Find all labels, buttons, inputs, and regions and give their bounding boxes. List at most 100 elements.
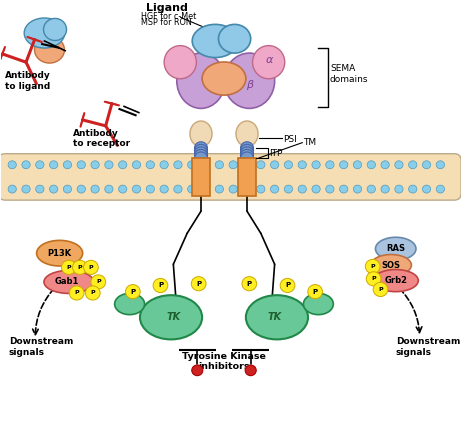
Text: RAS: RAS: [386, 244, 405, 253]
Circle shape: [366, 272, 381, 286]
Text: P: P: [66, 265, 71, 270]
Circle shape: [64, 185, 72, 193]
Text: ITP: ITP: [269, 149, 283, 158]
Text: SOS: SOS: [382, 261, 401, 270]
Circle shape: [146, 161, 155, 169]
Circle shape: [91, 185, 99, 193]
Circle shape: [257, 161, 265, 169]
Circle shape: [118, 161, 127, 169]
Circle shape: [367, 185, 375, 193]
Text: Downstream
signals: Downstream signals: [396, 337, 460, 357]
Circle shape: [242, 277, 257, 291]
Circle shape: [241, 147, 254, 159]
Circle shape: [308, 285, 322, 299]
Circle shape: [436, 161, 445, 169]
Circle shape: [241, 144, 254, 157]
Ellipse shape: [253, 46, 285, 79]
Text: P: P: [312, 289, 318, 295]
Text: P: P: [130, 289, 136, 295]
Ellipse shape: [219, 24, 251, 53]
Circle shape: [188, 161, 196, 169]
Circle shape: [118, 185, 127, 193]
Circle shape: [132, 161, 141, 169]
Text: TK: TK: [267, 312, 282, 322]
Circle shape: [280, 278, 295, 293]
Circle shape: [85, 286, 100, 300]
Ellipse shape: [44, 18, 66, 40]
Circle shape: [215, 161, 224, 169]
Circle shape: [62, 260, 76, 274]
Text: PSI: PSI: [283, 135, 297, 144]
Text: P: P: [89, 265, 93, 270]
Circle shape: [436, 185, 445, 193]
Ellipse shape: [177, 53, 225, 108]
Text: P: P: [378, 287, 383, 292]
Circle shape: [77, 185, 85, 193]
Circle shape: [271, 161, 279, 169]
Circle shape: [36, 185, 44, 193]
Circle shape: [271, 185, 279, 193]
Circle shape: [243, 161, 251, 169]
Circle shape: [105, 185, 113, 193]
Circle shape: [326, 161, 334, 169]
Circle shape: [284, 161, 292, 169]
Circle shape: [312, 185, 320, 193]
Circle shape: [395, 185, 403, 193]
Circle shape: [243, 185, 251, 193]
Circle shape: [381, 161, 389, 169]
Circle shape: [339, 161, 348, 169]
Circle shape: [409, 185, 417, 193]
Circle shape: [83, 260, 98, 274]
Circle shape: [245, 365, 256, 376]
Circle shape: [73, 260, 87, 274]
Circle shape: [395, 161, 403, 169]
Circle shape: [105, 161, 113, 169]
Bar: [238, 158, 256, 196]
Circle shape: [367, 161, 375, 169]
Text: Tyrosine Kinase
inhibitors: Tyrosine Kinase inhibitors: [182, 352, 266, 371]
Circle shape: [160, 185, 168, 193]
Circle shape: [192, 365, 203, 376]
Ellipse shape: [35, 36, 64, 63]
Circle shape: [194, 147, 208, 159]
Ellipse shape: [375, 237, 416, 260]
Circle shape: [353, 161, 362, 169]
Circle shape: [241, 149, 254, 162]
Text: P: P: [74, 290, 79, 295]
Circle shape: [353, 185, 362, 193]
Bar: [192, 158, 210, 196]
Circle shape: [339, 185, 348, 193]
Circle shape: [69, 286, 84, 300]
Ellipse shape: [246, 295, 308, 339]
Circle shape: [201, 161, 210, 169]
Text: TM: TM: [303, 138, 316, 147]
Circle shape: [326, 185, 334, 193]
Text: P: P: [91, 290, 95, 295]
Text: P: P: [370, 264, 375, 269]
Circle shape: [160, 161, 168, 169]
Circle shape: [215, 185, 224, 193]
Circle shape: [298, 161, 306, 169]
Text: P: P: [371, 276, 376, 281]
Ellipse shape: [303, 293, 333, 315]
Ellipse shape: [44, 270, 94, 293]
Circle shape: [241, 142, 254, 154]
Text: P: P: [78, 265, 82, 270]
Circle shape: [146, 185, 155, 193]
Circle shape: [174, 185, 182, 193]
Circle shape: [284, 185, 292, 193]
Circle shape: [312, 161, 320, 169]
Circle shape: [194, 149, 208, 162]
Circle shape: [257, 185, 265, 193]
Circle shape: [36, 161, 44, 169]
Circle shape: [49, 185, 58, 193]
Ellipse shape: [36, 240, 82, 266]
Text: Downstream
signals: Downstream signals: [9, 337, 73, 357]
Text: Antibody
to receptor: Antibody to receptor: [73, 129, 130, 148]
Circle shape: [153, 278, 168, 293]
Circle shape: [229, 185, 237, 193]
Text: P: P: [247, 281, 252, 287]
Circle shape: [188, 185, 196, 193]
Ellipse shape: [164, 46, 196, 79]
Text: P: P: [96, 279, 100, 285]
